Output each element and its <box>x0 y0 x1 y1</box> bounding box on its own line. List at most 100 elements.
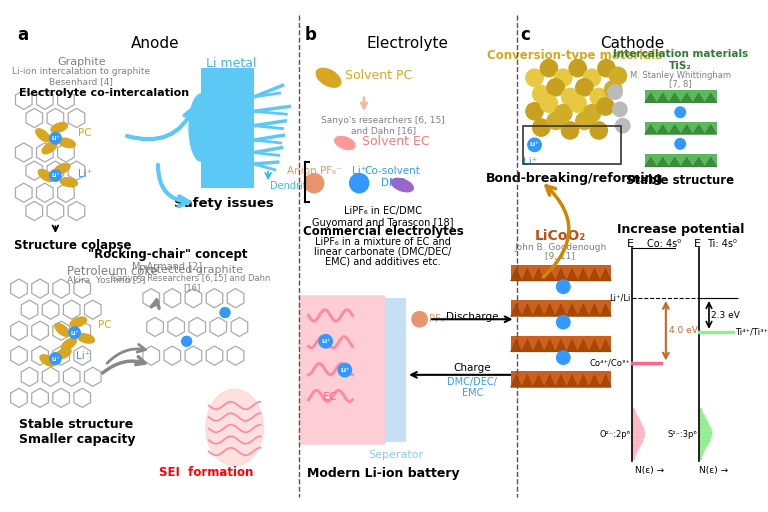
Ellipse shape <box>189 94 213 161</box>
FancyArrowPatch shape <box>158 165 189 206</box>
Circle shape <box>69 327 81 338</box>
Polygon shape <box>555 304 567 316</box>
Polygon shape <box>669 157 680 167</box>
Polygon shape <box>589 268 600 281</box>
FancyArrowPatch shape <box>151 300 159 308</box>
FancyBboxPatch shape <box>511 265 611 281</box>
Text: SEI  formation: SEI formation <box>159 466 253 479</box>
Polygon shape <box>578 304 589 316</box>
Ellipse shape <box>206 389 263 466</box>
Text: PF₆⁻: PF₆⁻ <box>429 314 450 324</box>
Text: Ti: 4s⁰: Ti: 4s⁰ <box>707 239 737 249</box>
Circle shape <box>533 119 550 136</box>
Text: Commercial electrolytes: Commercial electrolytes <box>303 225 464 238</box>
Circle shape <box>533 86 550 103</box>
Ellipse shape <box>55 348 71 359</box>
Text: [16]: [16] <box>183 283 200 292</box>
Text: Petroleum coke: Petroleum coke <box>67 265 158 278</box>
FancyBboxPatch shape <box>645 90 717 103</box>
Text: Stable structure: Stable structure <box>626 174 734 186</box>
Text: O²⁻:2p⁶: O²⁻:2p⁶ <box>599 430 631 439</box>
Polygon shape <box>645 125 657 134</box>
Ellipse shape <box>40 355 55 366</box>
Text: Anode: Anode <box>131 36 180 51</box>
Circle shape <box>597 98 614 115</box>
Text: PC: PC <box>78 129 92 138</box>
Circle shape <box>561 88 578 105</box>
Text: "Rocking-chair" concept: "Rocking-chair" concept <box>88 248 247 261</box>
Polygon shape <box>555 375 567 387</box>
Text: [7, 8]: [7, 8] <box>669 80 691 89</box>
Polygon shape <box>693 125 705 134</box>
Circle shape <box>220 308 230 317</box>
FancyArrowPatch shape <box>103 357 145 373</box>
Text: Li⁺: Li⁺ <box>51 356 60 361</box>
Ellipse shape <box>38 169 53 182</box>
Text: Li⁺: Li⁺ <box>77 351 91 360</box>
Circle shape <box>604 80 622 98</box>
Polygon shape <box>567 304 578 316</box>
Circle shape <box>569 59 586 77</box>
Text: linear carbonate (DMC/DEC/: linear carbonate (DMC/DEC/ <box>314 246 452 257</box>
FancyArrowPatch shape <box>127 109 194 139</box>
Circle shape <box>541 95 558 112</box>
Text: DMC/DEC/
EMC: DMC/DEC/ EMC <box>447 377 497 398</box>
Circle shape <box>526 69 543 87</box>
Text: Electrolyte co-intercalation: Electrolyte co-intercalation <box>19 88 189 98</box>
Ellipse shape <box>335 136 355 150</box>
Text: Increase potential: Increase potential <box>617 223 744 237</box>
Text: Co: 4s⁰: Co: 4s⁰ <box>647 239 680 249</box>
Polygon shape <box>201 68 253 188</box>
Polygon shape <box>511 375 521 387</box>
Text: 2.3 eV: 2.3 eV <box>711 311 740 320</box>
Text: LiCoO₂: LiCoO₂ <box>535 229 586 243</box>
Polygon shape <box>693 157 705 167</box>
FancyBboxPatch shape <box>511 371 611 387</box>
Polygon shape <box>589 375 600 387</box>
Polygon shape <box>705 125 717 134</box>
Text: Structure colapse: Structure colapse <box>14 239 131 252</box>
Text: Cathode: Cathode <box>600 36 664 51</box>
Polygon shape <box>600 268 611 281</box>
Text: Li-ion intercalation to graphite: Li-ion intercalation to graphite <box>12 67 151 76</box>
Circle shape <box>675 107 686 118</box>
Circle shape <box>554 69 572 87</box>
Polygon shape <box>680 157 693 167</box>
FancyBboxPatch shape <box>645 155 717 167</box>
Text: EMC) and additives etc.: EMC) and additives etc. <box>326 256 441 266</box>
Text: E: E <box>694 239 701 249</box>
Text: LiPF₆ in a mixture of EC and: LiPF₆ in a mixture of EC and <box>315 237 451 247</box>
Text: b: b <box>305 26 316 44</box>
Circle shape <box>349 174 369 193</box>
Text: Safety issues: Safety issues <box>174 197 274 209</box>
Circle shape <box>557 315 570 329</box>
Text: Conversion-type materials: Conversion-type materials <box>487 49 663 62</box>
Polygon shape <box>567 339 578 352</box>
Polygon shape <box>555 268 567 281</box>
Polygon shape <box>680 93 693 103</box>
Text: [9, 11]: [9, 11] <box>545 252 575 261</box>
Circle shape <box>319 334 333 348</box>
Circle shape <box>220 308 230 317</box>
FancyBboxPatch shape <box>385 298 406 442</box>
Text: M. Armand [2]: M. Armand [2] <box>132 261 203 271</box>
Text: Li⁺: Li⁺ <box>340 368 349 373</box>
Polygon shape <box>669 125 680 134</box>
Text: Discharge: Discharge <box>446 312 498 322</box>
Ellipse shape <box>55 324 69 336</box>
Circle shape <box>557 351 570 365</box>
Text: Dendrites: Dendrites <box>270 181 318 191</box>
Text: Solvent PC: Solvent PC <box>345 69 412 82</box>
Text: Sanyo's researchers [6, 15]: Sanyo's researchers [6, 15] <box>321 116 445 125</box>
Polygon shape <box>705 93 717 103</box>
Text: Akira  Yoshino [5]: Akira Yoshino [5] <box>67 275 145 284</box>
Ellipse shape <box>42 142 57 154</box>
Circle shape <box>609 67 627 84</box>
Circle shape <box>590 88 607 105</box>
Circle shape <box>50 133 61 144</box>
Ellipse shape <box>51 122 68 133</box>
Text: N(ε) →: N(ε) → <box>635 466 664 475</box>
Polygon shape <box>600 339 611 352</box>
Polygon shape <box>567 375 578 387</box>
Circle shape <box>338 364 352 377</box>
